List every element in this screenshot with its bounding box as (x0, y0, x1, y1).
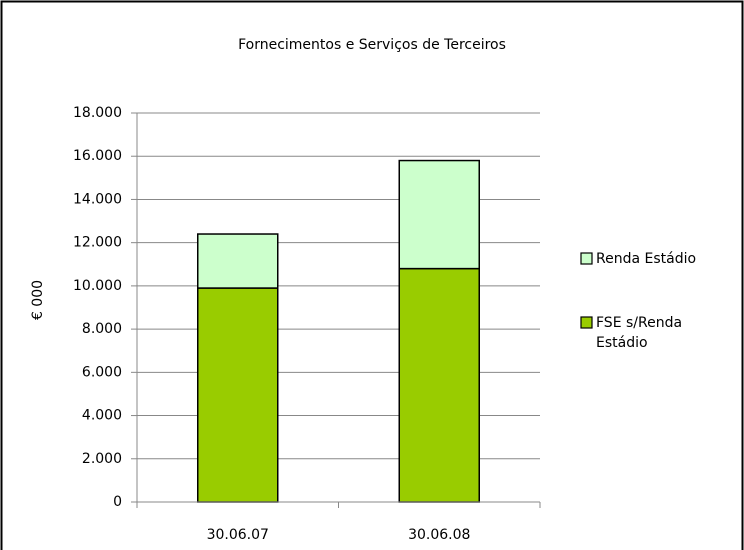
y-tick-label: 2.000 (82, 451, 122, 467)
y-tick-label: 4.000 (82, 408, 122, 424)
y-axis-label: € 000 (30, 280, 46, 320)
legend-label: FSE s/Renda Estádio (596, 315, 683, 351)
bar-segment (197, 233, 279, 289)
y-tick-label: 12.000 (73, 235, 122, 251)
legend-swatch (580, 252, 593, 265)
y-tick-label: 16.000 (73, 148, 122, 164)
y-tick-label: 14.000 (73, 191, 122, 207)
bar-segment (398, 267, 480, 503)
legend-label: Renda Estádio (596, 251, 697, 267)
y-tick-label: 18.000 (73, 105, 122, 121)
chart-title: Fornecimentos e Serviços de Terceiros (238, 37, 506, 53)
y-tick-label: 10.000 (73, 278, 122, 294)
y-tick-label: 6.000 (82, 364, 122, 380)
x-tick-label: 30.06.07 (207, 527, 269, 543)
bar-segment (398, 159, 480, 270)
x-tick-label: 30.06.08 (408, 527, 470, 543)
y-tick-label: 0 (113, 494, 122, 510)
legend-swatch (580, 316, 593, 329)
y-tick-label: 8.000 (82, 321, 122, 337)
bar-segment (197, 287, 279, 503)
